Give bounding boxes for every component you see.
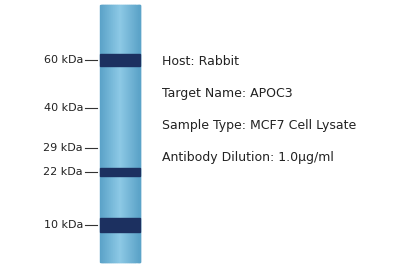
Bar <box>113 5 114 262</box>
Bar <box>137 5 138 262</box>
Text: 40 kDa: 40 kDa <box>44 103 83 113</box>
Bar <box>108 5 109 262</box>
Bar <box>124 5 125 262</box>
Bar <box>134 5 135 262</box>
Bar <box>126 5 127 262</box>
Text: Target Name: APOC3: Target Name: APOC3 <box>162 87 293 100</box>
Bar <box>123 5 124 262</box>
Bar <box>135 5 136 262</box>
Bar <box>135 5 136 262</box>
Text: Sample Type: MCF7 Cell Lysate: Sample Type: MCF7 Cell Lysate <box>162 119 356 132</box>
Text: 22 kDa: 22 kDa <box>43 167 83 177</box>
Bar <box>127 5 128 262</box>
Bar <box>111 5 112 262</box>
Bar <box>122 5 123 262</box>
Bar <box>100 168 140 176</box>
Bar <box>136 5 137 262</box>
Bar <box>139 5 140 262</box>
Bar <box>105 5 106 262</box>
Bar <box>111 5 112 262</box>
Bar <box>102 5 103 262</box>
Text: 60 kDa: 60 kDa <box>44 55 83 65</box>
Text: 29 kDa: 29 kDa <box>43 143 83 153</box>
Bar <box>100 5 101 262</box>
Bar <box>125 5 126 262</box>
Bar <box>133 5 134 262</box>
Bar <box>120 5 121 262</box>
Bar <box>117 5 118 262</box>
Bar <box>119 5 120 262</box>
Bar <box>121 5 122 262</box>
Bar <box>109 5 110 262</box>
Bar <box>137 5 138 262</box>
Text: Host: Rabbit: Host: Rabbit <box>162 55 239 68</box>
Bar <box>112 5 113 262</box>
Bar <box>113 5 114 262</box>
Bar <box>101 5 102 262</box>
Bar <box>127 5 128 262</box>
Bar <box>107 5 108 262</box>
Bar <box>132 5 133 262</box>
Bar <box>116 5 117 262</box>
Bar <box>103 5 104 262</box>
Bar <box>114 5 115 262</box>
Bar <box>118 5 119 262</box>
Bar <box>125 5 126 262</box>
Bar <box>123 5 124 262</box>
Bar <box>115 5 116 262</box>
Bar <box>100 218 140 232</box>
Bar <box>101 5 102 262</box>
Bar <box>128 5 129 262</box>
Bar <box>129 5 130 262</box>
Bar <box>103 5 104 262</box>
Bar <box>109 5 110 262</box>
Bar <box>105 5 106 262</box>
Bar <box>121 5 122 262</box>
Bar <box>115 5 116 262</box>
Bar <box>106 5 107 262</box>
Bar <box>107 5 108 262</box>
Text: 10 kDa: 10 kDa <box>44 220 83 230</box>
Bar <box>139 5 140 262</box>
Bar <box>131 5 132 262</box>
Bar <box>100 54 140 66</box>
Bar <box>138 5 139 262</box>
Bar <box>117 5 118 262</box>
Text: Antibody Dilution: 1.0μg/ml: Antibody Dilution: 1.0μg/ml <box>162 151 334 164</box>
Bar <box>133 5 134 262</box>
Bar <box>131 5 132 262</box>
Bar <box>130 5 131 262</box>
Bar <box>129 5 130 262</box>
Bar <box>119 5 120 262</box>
Bar <box>110 5 111 262</box>
Bar <box>104 5 105 262</box>
